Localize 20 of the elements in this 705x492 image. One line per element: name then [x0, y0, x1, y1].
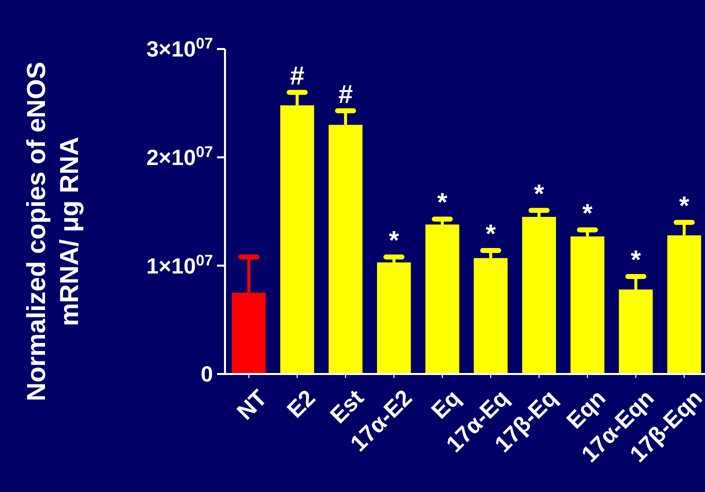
y-tick-label: 1×10$^{07}$ [146, 252, 213, 278]
bar [522, 216, 556, 374]
x-tick-label: E2 [282, 384, 320, 423]
bar [425, 224, 460, 374]
bar [377, 262, 411, 374]
annotation: * [582, 198, 594, 228]
annotation: * [534, 178, 546, 208]
annotation: * [388, 225, 400, 255]
y-tick-label: 2×10$^{07}$ [146, 144, 213, 170]
x-tick-label: NT [232, 384, 272, 425]
annotation: # [290, 60, 305, 90]
y-axis-title: Normalized copies of eNOS mRNA/ μg RNA [21, 62, 84, 402]
annotation: * [486, 218, 497, 248]
annotation: * [679, 190, 690, 220]
y-tick-label: 0 [200, 362, 213, 387]
annotation: * [437, 187, 448, 218]
annotation: * [630, 244, 642, 274]
y-tick-label: 3×10$^{07}$ [146, 35, 213, 62]
annotation: # [338, 78, 354, 109]
bar [570, 236, 604, 374]
